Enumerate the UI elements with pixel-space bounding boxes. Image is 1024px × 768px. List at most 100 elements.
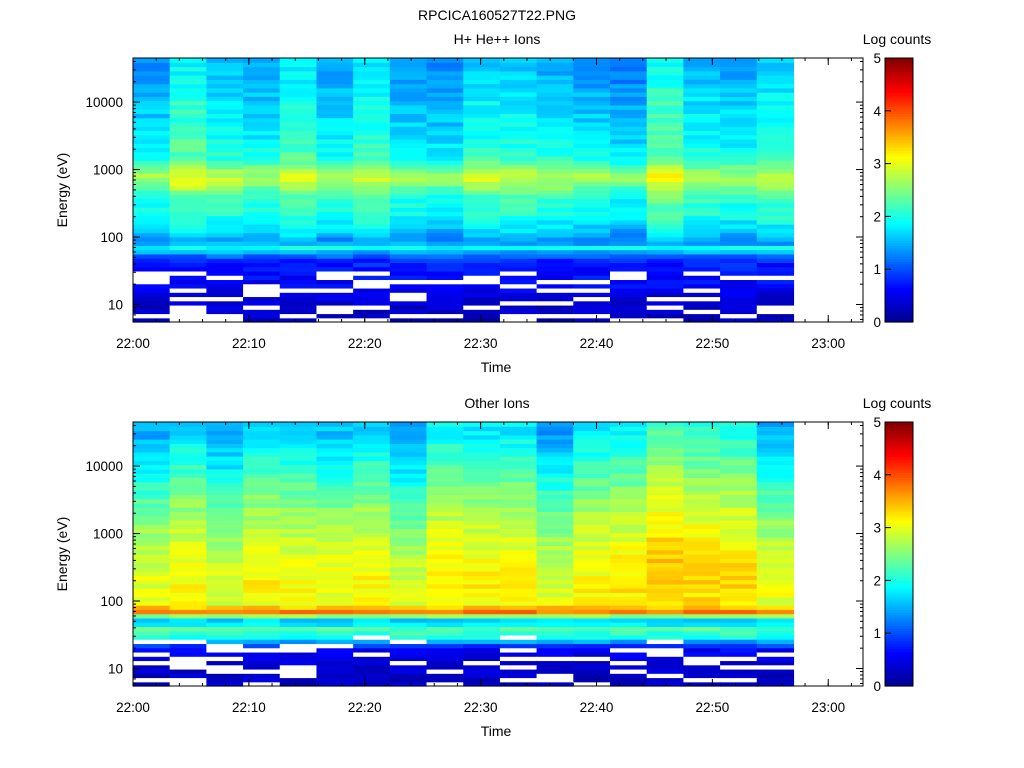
heatmap-cell (573, 630, 611, 636)
colorbar-segment (885, 190, 913, 194)
heatmap-cell (573, 575, 611, 581)
colorbar-segment (885, 651, 913, 655)
colorbar-segment (885, 118, 913, 122)
heatmap-cell (720, 494, 758, 500)
heatmap-cell (426, 160, 464, 166)
colorbar-segment (885, 285, 913, 289)
heatmap-cell (610, 656, 648, 662)
heatmap-cell (463, 121, 501, 127)
colorbar-segment (885, 664, 913, 669)
heatmap-cell (463, 181, 501, 187)
heatmap-cell (463, 617, 501, 623)
heatmap-cell (206, 507, 244, 513)
heatmap-cell (720, 109, 758, 114)
heatmap-cell (499, 460, 538, 466)
colorbar-segment (885, 121, 913, 125)
heatmap-cell (389, 160, 428, 166)
heatmap-cell (610, 211, 648, 217)
heatmap-cell (316, 422, 354, 427)
heatmap-cell (316, 443, 354, 449)
heatmap-cell (463, 549, 501, 555)
heatmap-cell (243, 134, 281, 140)
heatmap-cell (206, 113, 244, 119)
heatmap-cell (426, 113, 464, 119)
heatmap-cell (499, 62, 538, 68)
heatmap-cell (499, 279, 538, 285)
heatmap-cell (133, 622, 171, 627)
heatmap-cell (463, 490, 501, 495)
heatmap-cell (353, 515, 391, 521)
heatmap-cell (279, 130, 318, 136)
heatmap-cell (206, 519, 244, 525)
heatmap-cell (353, 245, 391, 251)
heatmap-cell (133, 138, 171, 144)
heatmap-cell (499, 430, 538, 436)
heatmap-cell (353, 558, 391, 564)
heatmap-cell (243, 211, 281, 217)
colorbar-segment (885, 269, 913, 273)
heatmap-cell (573, 58, 611, 63)
heatmap-cell (279, 622, 318, 627)
heatmap-cell (610, 283, 648, 289)
heatmap-cell (573, 236, 611, 242)
heatmap-cell (536, 536, 574, 542)
colorbar-segment (885, 221, 913, 225)
heatmap-cell (646, 109, 684, 114)
heatmap-cell (573, 117, 611, 123)
heatmap-cell (426, 177, 464, 183)
colorbar-segment (885, 488, 913, 492)
heatmap-cell (206, 630, 244, 636)
heatmap-cell (426, 87, 464, 93)
heatmap-cell (279, 524, 318, 530)
heatmap-cell (316, 228, 354, 234)
heatmap-cell (133, 558, 171, 564)
heatmap-cell (756, 422, 795, 427)
heatmap-cell (463, 194, 501, 200)
heatmap-cell (133, 296, 171, 302)
heatmap-cell (316, 113, 354, 119)
heatmap-cell (353, 596, 391, 602)
heatmap-cell (536, 439, 574, 444)
heatmap-cell (536, 232, 574, 238)
y-tick-label: 10 (108, 297, 123, 312)
heatmap-cell (720, 528, 758, 534)
heatmap-cell (683, 266, 721, 272)
heatmap-cell (683, 253, 721, 259)
heatmap-cell (316, 651, 354, 657)
heatmap-cell (243, 104, 281, 110)
heatmap-cell (499, 130, 538, 136)
heatmap-cell (499, 147, 538, 153)
heatmap-cell (610, 502, 648, 508)
heatmap-cell (536, 164, 574, 170)
heatmap-cell (720, 545, 758, 551)
heatmap-cell (243, 185, 281, 191)
colorbar-segment (885, 517, 913, 521)
heatmap-cell (353, 275, 391, 281)
heatmap-cell (389, 177, 428, 183)
heatmap-cell (463, 554, 501, 559)
heatmap-cell (389, 143, 428, 149)
heatmap-cell (133, 253, 171, 259)
heatmap-cell (756, 528, 795, 534)
heatmap-cell (573, 507, 611, 513)
heatmap-cell (133, 313, 171, 319)
heatmap-cell (243, 647, 281, 653)
heatmap-cell (463, 172, 501, 178)
heatmap-cell (389, 104, 428, 110)
heatmap (133, 58, 795, 323)
heatmap-cell (646, 164, 684, 170)
heatmap-cell (463, 104, 501, 110)
heatmap-cell (720, 266, 758, 272)
heatmap-cell (536, 79, 574, 85)
heatmap-cell (646, 443, 684, 449)
heatmap-cell (573, 558, 611, 564)
heatmap-cell (353, 62, 391, 68)
heatmap-cell (206, 304, 244, 310)
heatmap-cell (206, 451, 244, 457)
heatmap-cell (279, 177, 318, 183)
heatmap-cell (279, 575, 318, 581)
heatmap-cell (243, 575, 281, 581)
heatmap-cell (389, 304, 428, 310)
heatmap-cell (426, 545, 464, 551)
heatmap-cell (610, 426, 648, 432)
